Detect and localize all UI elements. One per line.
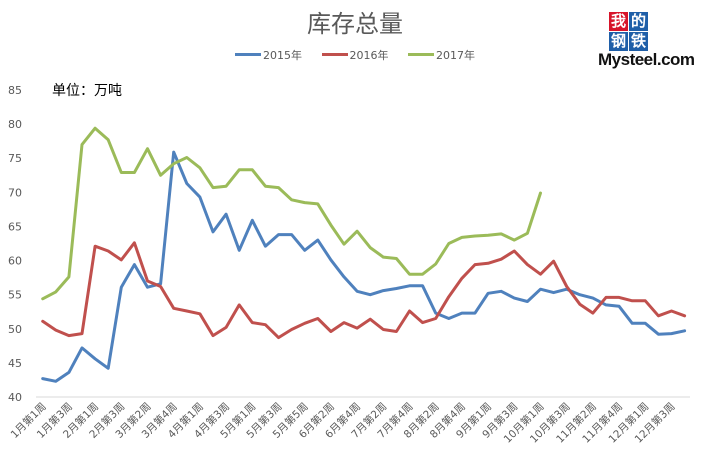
legend-label: 2016年 (349, 48, 389, 62)
mysteel-logo: 我 的 钢 铁 Mysteel.com (598, 12, 698, 72)
logo-char: 钢 (609, 32, 628, 51)
logo-char: 铁 (629, 32, 648, 51)
legend-label: 2017年 (436, 48, 475, 62)
y-tick-label: 50 (8, 323, 22, 336)
legend-label: 2015年 (263, 48, 302, 62)
y-tick-label: 70 (8, 186, 22, 199)
y-tick-label: 55 (8, 289, 22, 302)
legend-item-2015: 2015年 (235, 47, 302, 63)
series-line-2016年 (41, 241, 687, 340)
y-tick-label: 80 (8, 118, 22, 131)
legend-item-2016: 2016年 (321, 47, 389, 63)
y-tick-label: 40 (8, 391, 22, 404)
logo-char: 的 (629, 12, 648, 31)
y-tick-label: 75 (8, 152, 22, 165)
legend-item-2017: 2017年 (408, 47, 475, 63)
legend-swatch (321, 53, 348, 56)
legend-swatch (408, 53, 434, 56)
legend-swatch (235, 53, 261, 56)
chart-title: 库存总量 (307, 10, 403, 38)
logo-text: Mysteel.com (598, 50, 695, 69)
y-tick-label: 60 (8, 255, 22, 268)
series-line-2015年 (41, 150, 687, 383)
series-line-2017年 (41, 126, 542, 301)
unit-label: 单位：万吨 (52, 83, 122, 99)
y-tick-label: 45 (8, 357, 22, 370)
y-tick-label: 85 (8, 84, 22, 97)
y-tick-label: 65 (8, 220, 22, 233)
logo-char: 我 (609, 12, 628, 31)
legend: 2015年 2016年 2017年 (0, 46, 710, 63)
